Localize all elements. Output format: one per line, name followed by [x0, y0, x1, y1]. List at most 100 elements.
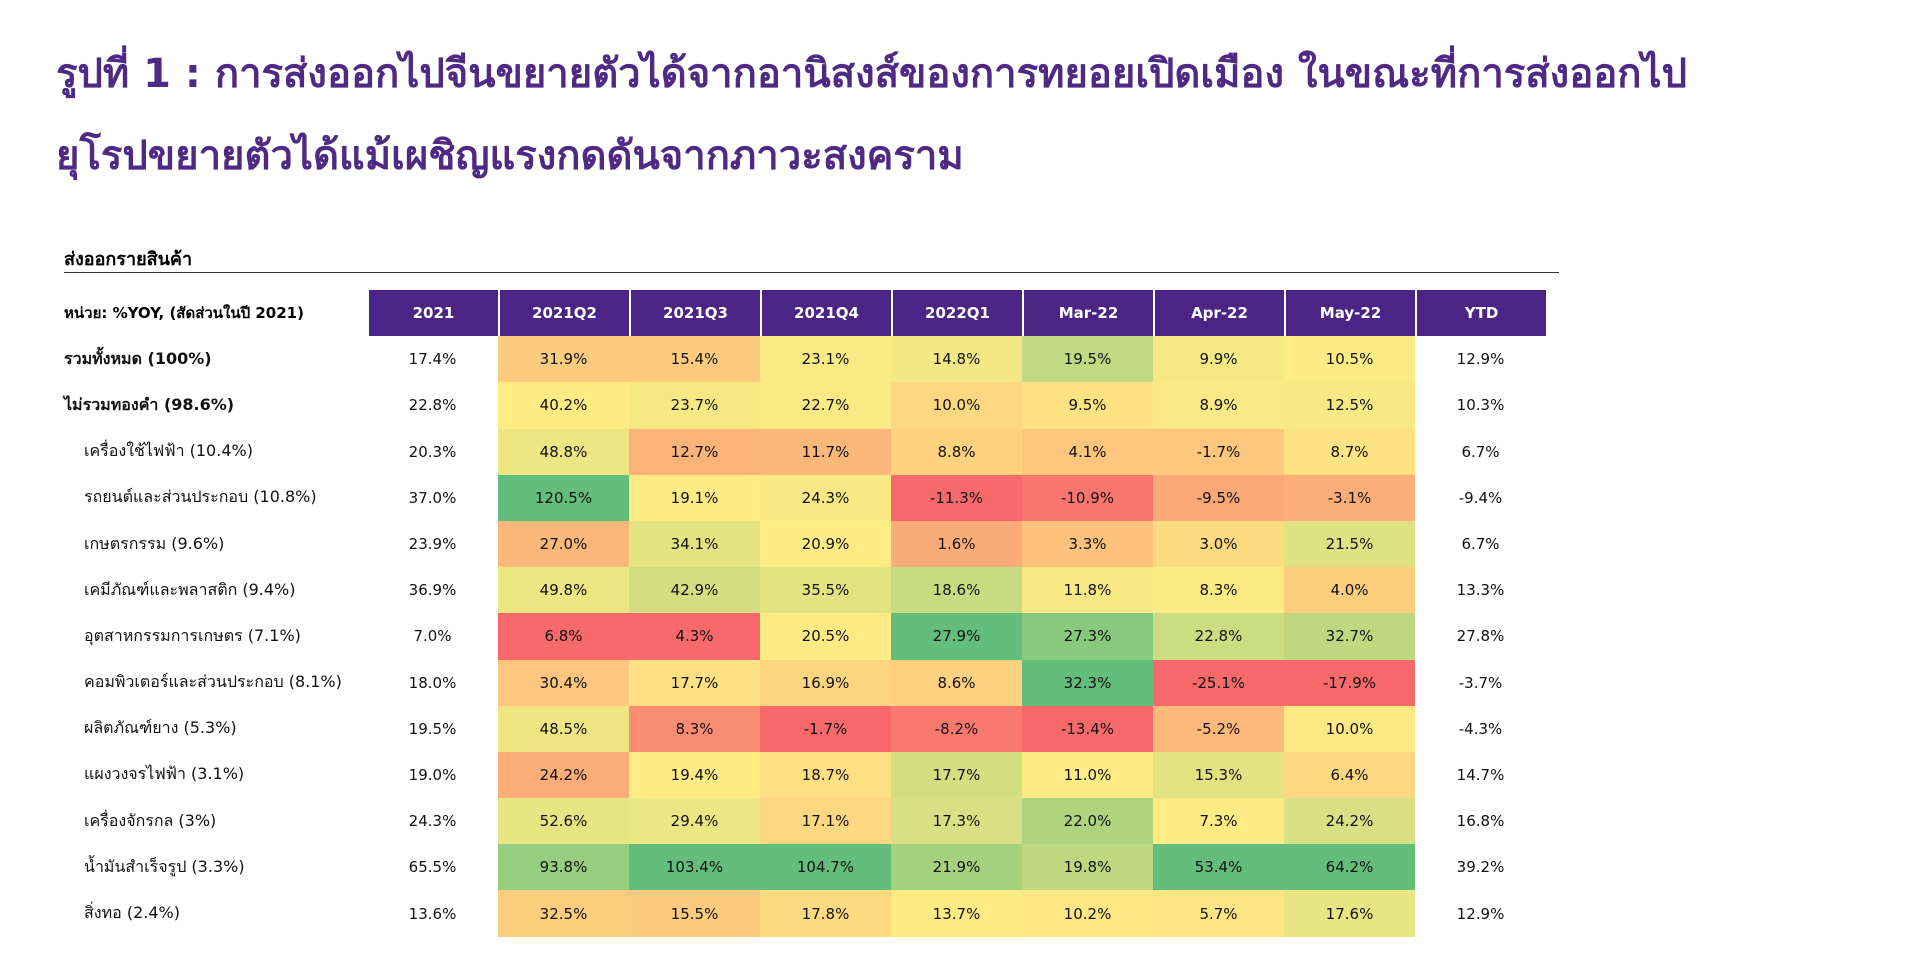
heatmap-cell: 19.5% [367, 705, 498, 752]
heatmap-cell: 13.6% [367, 890, 498, 937]
column-header-apr-22: Apr-22 [1153, 290, 1284, 337]
heatmap-cell: 12.9% [1415, 336, 1546, 383]
column-header-may-22: May-22 [1284, 290, 1415, 337]
heatmap-cell: 27.3% [1022, 613, 1153, 660]
export-heatmap-table: หน่วย: %YOY, (สัดส่วนในปี 2021) 2021 2021… [64, 290, 1546, 937]
figure-title-line-2: ยุโรปขยายตัวได้แม้เผชิญแรงกดดันจากภาวะสง… [56, 133, 964, 179]
heatmap-cell: 32.7% [1284, 613, 1415, 660]
row-label: คอมพิวเตอร์และส่วนประกอบ (8.1%) [84, 672, 342, 692]
heatmap-cell: 17.7% [629, 659, 760, 706]
heatmap-cell: 12.5% [1284, 382, 1415, 429]
table-row: สิ่งทอ (2.4%) 13.6% 32.5% 15.5% 17.8% 13.7% 10… [64, 890, 1546, 937]
table-row: เคมีภัณฑ์และพลาสติก (9.4%) 36.9% 49.8% 42.9… [64, 567, 1546, 614]
heatmap-cell: 13.7% [891, 890, 1022, 937]
table-row: อุตสาหกรรมการเกษตร (7.1%) 7.0% 6.8% 4.3% 20.… [64, 613, 1546, 660]
table-row: เครื่องจักรกล (3%) 24.3% 52.6% 29.4% 17.1% 17… [64, 798, 1546, 845]
heatmap-cell: 7.0% [367, 613, 498, 660]
heatmap-cell: 10.2% [1022, 890, 1153, 937]
heatmap-cell: 21.9% [891, 844, 1022, 891]
heatmap-cell: 10.0% [1284, 705, 1415, 752]
table-row: น้ำมันสำเร็จรูป (3.3%) 65.5% 93.8% 103.4% 10… [64, 844, 1546, 891]
heatmap-cell: 4.0% [1284, 567, 1415, 614]
heatmap-cell: 4.1% [1022, 428, 1153, 475]
heatmap-cell: 8.3% [1153, 567, 1284, 614]
heatmap-cell: 16.8% [1415, 798, 1546, 845]
row-label: น้ำมันสำเร็จรูป (3.3%) [84, 856, 245, 876]
row-label: อุตสาหกรรมการเกษตร (7.1%) [84, 625, 301, 645]
figure-title-line-1: รูปที่ 1 : การส่งออกไปจีนขยายตัวได้จากอา… [56, 51, 1687, 97]
table-row: รวมทั้งหมด (100%) 17.4% 31.9% 15.4% 23.1% 14.… [64, 336, 1546, 383]
heatmap-cell: 23.9% [367, 520, 498, 568]
heatmap-cell: 19.0% [367, 751, 498, 799]
heatmap-cell: 8.9% [1153, 382, 1284, 429]
column-header-2021q3: 2021Q3 [629, 290, 760, 337]
heatmap-cell: 48.8% [498, 428, 629, 475]
heatmap-cell: 1.6% [891, 520, 1022, 568]
heatmap-cell: 27.9% [891, 613, 1022, 660]
heatmap-cell: 17.7% [891, 751, 1022, 799]
heatmap-cell: 23.7% [629, 382, 760, 429]
heatmap-cell: 19.8% [1022, 844, 1153, 891]
heatmap-cell: 120.5% [498, 474, 629, 521]
unit-label: หน่วย: %YOY, (สัดส่วนในปี 2021) [64, 290, 367, 337]
heatmap-cell: 32.5% [498, 890, 629, 937]
heatmap-cell: 21.5% [1284, 520, 1415, 568]
row-label: สิ่งทอ (2.4%) [84, 903, 180, 923]
column-header-2021q2: 2021Q2 [498, 290, 629, 337]
heatmap-cell: 93.8% [498, 844, 629, 891]
heatmap-cell: 24.2% [498, 751, 629, 799]
heatmap-cell: 6.7% [1415, 520, 1546, 568]
heatmap-cell: 20.3% [367, 428, 498, 475]
heatmap-cell: 64.2% [1284, 844, 1415, 891]
heatmap-cell: -9.4% [1415, 474, 1546, 521]
heatmap-cell: 9.5% [1022, 382, 1153, 429]
heatmap-cell: 24.3% [367, 798, 498, 845]
heatmap-cell: 34.1% [629, 520, 760, 568]
section-divider [64, 272, 1559, 273]
heatmap-cell: 22.0% [1022, 798, 1153, 845]
row-label: รวมทั้งหมด (100%) [64, 348, 212, 368]
heatmap-cell: 24.2% [1284, 798, 1415, 845]
heatmap-cell: 30.4% [498, 659, 629, 706]
heatmap-cell: 24.3% [760, 474, 891, 521]
heatmap-cell: 15.5% [629, 890, 760, 937]
row-label: ไม่รวมทองคำ (98.6%) [64, 394, 235, 414]
heatmap-cell: -1.7% [760, 705, 891, 752]
row-label: แผงวงจรไฟฟ้า (3.1%) [84, 764, 245, 784]
heatmap-cell: 49.8% [498, 567, 629, 614]
heatmap-cell: 9.9% [1153, 336, 1284, 383]
heatmap-cell: 23.1% [760, 336, 891, 383]
heatmap-cell: -13.4% [1022, 705, 1153, 752]
heatmap-cell: -5.2% [1153, 705, 1284, 752]
heatmap-cell: 10.3% [1415, 382, 1546, 429]
heatmap-cell: 40.2% [498, 382, 629, 429]
heatmap-cell: -9.5% [1153, 474, 1284, 521]
heatmap-cell: 14.7% [1415, 751, 1546, 799]
table-row: ผลิตภัณฑ์ยาง (5.3%) 19.5% 48.5% 8.3% -1.7% -8… [64, 705, 1546, 752]
heatmap-cell: 6.4% [1284, 751, 1415, 799]
heatmap-cell: 13.3% [1415, 567, 1546, 614]
heatmap-cell: 42.9% [629, 567, 760, 614]
heatmap-cell: 14.8% [891, 336, 1022, 383]
row-label: รถยนต์และส่วนประกอบ (10.8%) [84, 487, 317, 507]
column-header-ytd: YTD [1415, 290, 1546, 337]
heatmap-cell: 27.8% [1415, 613, 1546, 660]
heatmap-cell: 17.3% [891, 798, 1022, 845]
heatmap-cell: 17.8% [760, 890, 891, 937]
heatmap-cell: 7.3% [1153, 798, 1284, 845]
heatmap-cell: 19.4% [629, 751, 760, 799]
heatmap-cell: 31.9% [498, 336, 629, 383]
heatmap-cell: 52.6% [498, 798, 629, 845]
heatmap-cell: 19.5% [1022, 336, 1153, 383]
heatmap-body: รวมทั้งหมด (100%) 17.4% 31.9% 15.4% 23.1% 14.… [64, 336, 1546, 937]
heatmap-cell: 18.6% [891, 567, 1022, 614]
heatmap-cell: 18.0% [367, 659, 498, 706]
heatmap-cell: 8.8% [891, 428, 1022, 475]
row-label: ผลิตภัณฑ์ยาง (5.3%) [84, 718, 237, 738]
heatmap-cell: 20.5% [760, 613, 891, 660]
row-label: เครื่องใช้ไฟฟ้า (10.4%) [84, 441, 253, 461]
section-label: ส่งออกรายสินค้า [64, 249, 193, 270]
heatmap-cell: 17.1% [760, 798, 891, 845]
heatmap-cell: 29.4% [629, 798, 760, 845]
heatmap-cell: -4.3% [1415, 705, 1546, 752]
